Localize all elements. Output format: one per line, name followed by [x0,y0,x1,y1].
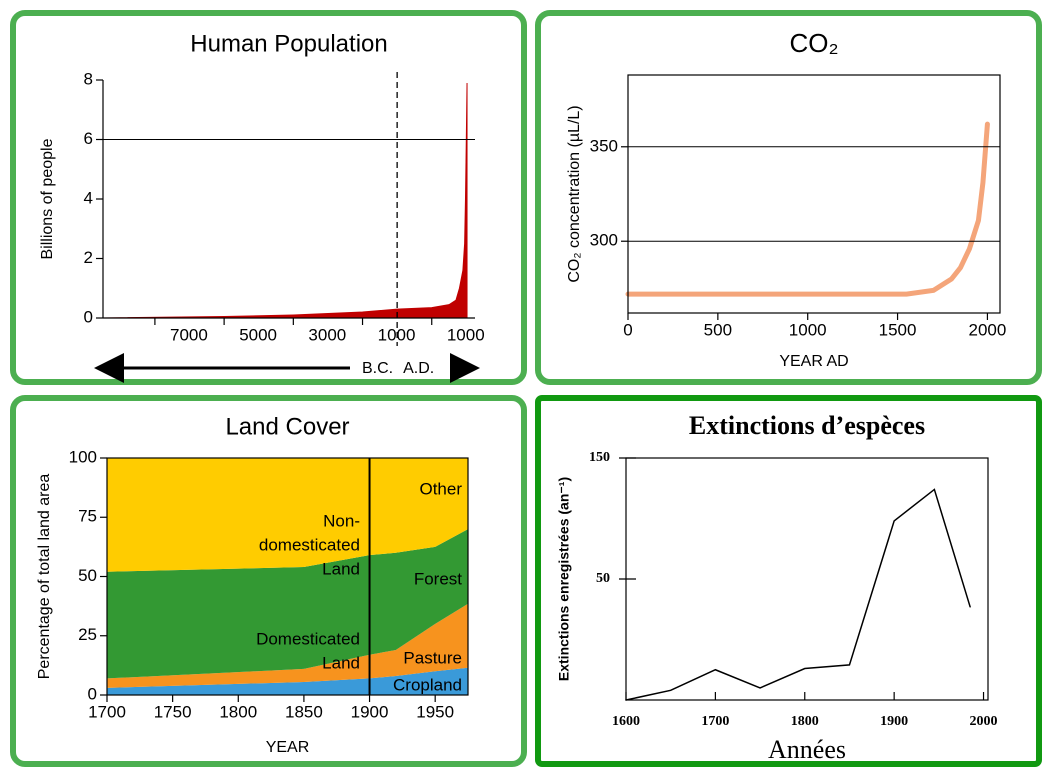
annotation: Land [322,559,360,578]
chart-title: CO₂ [789,28,838,58]
panel [535,395,1042,767]
x-axis-label: YEAR AD [779,353,848,370]
panel [10,10,527,385]
x-tick-label: 2000 [969,320,1007,339]
chart-title: Land Cover [225,413,349,440]
x-axis-label: YEAR [266,739,310,756]
y-tick-label: 300 [590,231,618,250]
y-tick-label: 50 [596,571,610,586]
chart-title: Human Population [190,30,387,57]
x-tick-label: 0 [623,320,632,339]
annotation: B.C. [362,360,393,377]
y-tick-label: 8 [84,69,93,88]
y-tick-label: 50 [78,566,97,585]
x-tick-label: 2000 [970,714,998,729]
x-tick-label: 1900 [880,714,908,729]
y-tick-label: 25 [78,625,97,644]
y-axis-label: CO₂ concentration (µL/L) [566,105,583,282]
area [102,82,468,319]
x-tick-label: 1700 [701,714,729,729]
y-tick-label: 150 [589,450,610,465]
area-layer [107,529,468,679]
y-tick-label: 4 [84,188,93,207]
y-tick-label: 2 [84,248,93,267]
y-tick-label: 6 [84,129,93,148]
y-axis-label: Extinctions enregistrées (an⁻¹) [556,477,572,681]
line [625,121,990,297]
x-tick-label: 1000 [789,320,827,339]
area-layer [107,458,468,572]
x-tick-label: 1900 [351,702,389,721]
y-tick-label: 0 [84,307,93,326]
x-tick-label: 1000 [447,325,485,344]
annotation: Land [322,653,360,672]
x-tick-label: 1700 [88,702,126,721]
y-tick-label: 0 [88,684,97,703]
annotation: domesticated [259,535,360,554]
x-tick-label: 5000 [239,325,277,344]
x-tick-label: 1750 [154,702,192,721]
x-tick-label: 1800 [791,714,819,729]
annotation: Domesticated [256,629,360,648]
annotation: A.D. [403,360,434,377]
x-tick-label: 500 [704,320,732,339]
y-tick-label: 75 [78,507,97,526]
series-label: Cropland [393,675,462,694]
chart-title: Extinctions d’espèces [689,411,925,440]
line [625,488,971,701]
series-label: Forest [414,569,462,588]
annotation: Non- [323,511,360,530]
plot-frame [625,457,989,701]
panel [10,395,527,767]
y-axis-label: Billions of people [39,138,56,259]
y-tick-label: 100 [69,447,97,466]
panel [535,10,1042,385]
x-tick-label: 1800 [219,702,257,721]
x-tick-label: 3000 [308,325,346,344]
x-axis-label: Années [768,735,846,764]
area-layer [107,667,468,695]
series-label: Pasture [403,648,462,667]
x-tick-label: 1950 [416,702,454,721]
plot-frame [627,74,1001,314]
x-tick-label: 1500 [879,320,917,339]
area-layer [107,603,468,688]
x-tick-label: 7000 [170,325,208,344]
series-label: Other [419,479,462,498]
y-tick-label: 350 [590,136,618,155]
x-tick-label: 1600 [612,714,640,729]
y-axis-label: Percentage of total land area [36,474,53,680]
x-tick-label: 1850 [285,702,323,721]
